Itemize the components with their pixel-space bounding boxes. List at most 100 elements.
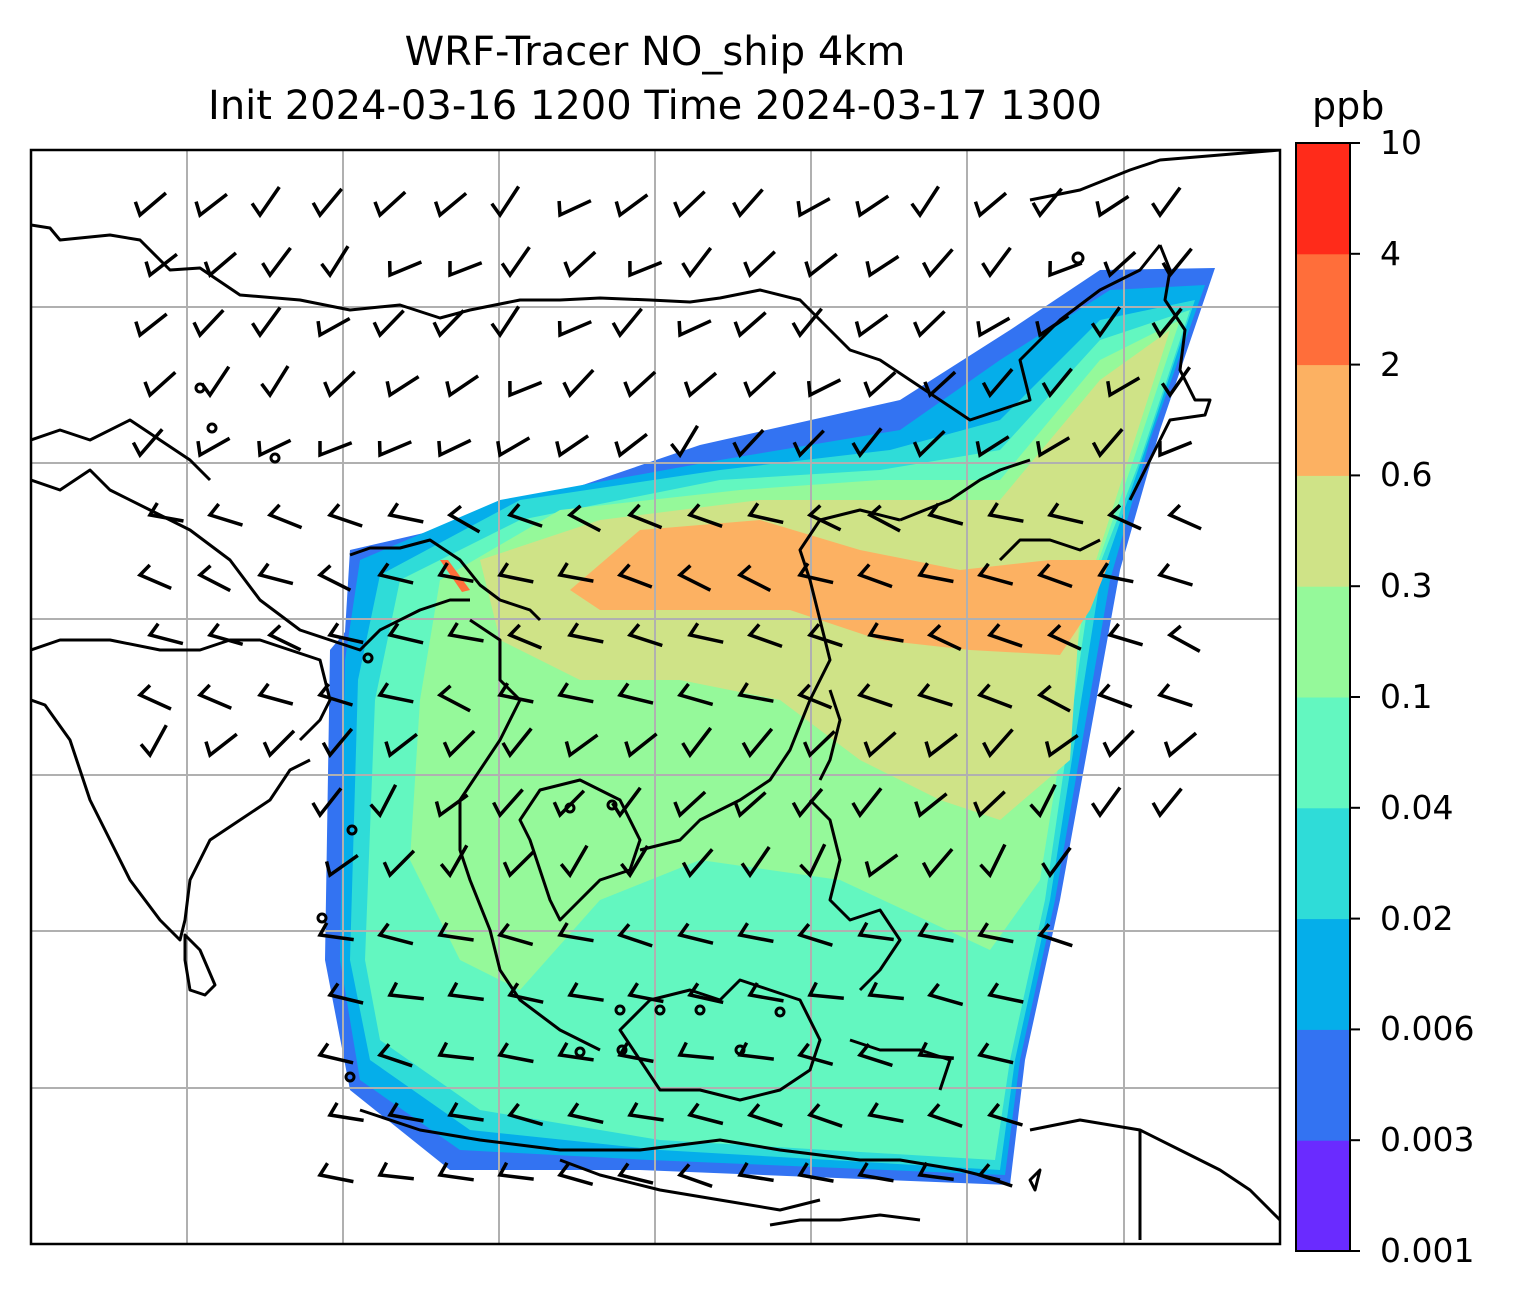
wind-barb [743, 250, 776, 279]
wind-barb [311, 787, 343, 819]
wind-barb [627, 982, 664, 1004]
wind-barb [917, 922, 954, 943]
wind-barb [567, 982, 604, 1002]
wind-barb [864, 853, 899, 878]
wind-barb [797, 1162, 834, 1183]
wind-barb [981, 246, 1012, 279]
wind-barb [207, 502, 244, 527]
wind-barb [617, 682, 654, 705]
wind-barb [507, 1102, 544, 1127]
wind-barb [977, 922, 1014, 944]
wind-barb [857, 921, 894, 942]
wind-barb [747, 623, 783, 649]
wind-barb [497, 1161, 534, 1181]
wind-barb [737, 1162, 774, 1183]
wind-barb [447, 622, 484, 643]
wind-barb [1091, 428, 1124, 459]
wind-barb [673, 790, 707, 819]
wind-barb [1166, 503, 1202, 531]
wind-barb [737, 922, 774, 944]
wind-barb [207, 622, 244, 646]
colorbar-segment [1296, 586, 1350, 698]
wind-barb [567, 1102, 604, 1125]
wind-barb [977, 562, 1014, 586]
wind-barb [807, 981, 844, 1000]
wind-barb [557, 1041, 594, 1062]
wind-barb [733, 311, 767, 339]
wind-barb [855, 194, 890, 218]
wind-barb [497, 922, 534, 947]
wind-barb [1151, 307, 1183, 339]
wind-barb [981, 368, 1014, 399]
wind-barb [611, 307, 643, 339]
wind-barb [136, 683, 172, 711]
colorbar-segment [1296, 1029, 1350, 1141]
map-title-line2: Init 2024-03-16 1200 Time 2024-03-17 130… [208, 83, 1102, 129]
wind-barb [1029, 783, 1057, 819]
wind-barb [917, 683, 953, 707]
wind-barb [1103, 250, 1137, 279]
wind-barb [1035, 314, 1070, 338]
wind-barb [681, 726, 713, 759]
wind-barb [447, 981, 484, 1002]
wind-barb [1096, 683, 1133, 709]
wind-barb [327, 1102, 364, 1123]
wind-barb [257, 438, 292, 458]
wind-barb [327, 982, 364, 1005]
wind-barb [683, 371, 718, 398]
wind-barb [1044, 733, 1079, 758]
wind-barb [377, 1043, 413, 1068]
wind-barb [677, 319, 712, 338]
wind-barb [1048, 260, 1083, 278]
colorbar-segment [1296, 918, 1350, 1030]
wind-barb [804, 252, 838, 278]
wind-barb [316, 316, 351, 338]
colorbar-segment [1296, 253, 1350, 366]
wind-barb [927, 1103, 963, 1128]
wind-barb [743, 370, 777, 399]
wind-barb [863, 370, 897, 399]
wind-barb [927, 502, 964, 526]
wind-barb [500, 246, 531, 279]
wind-barb [799, 843, 827, 879]
wind-barb [377, 682, 414, 704]
wind-barb [856, 563, 893, 589]
wind-barb [806, 378, 842, 398]
wind-barb [257, 682, 294, 706]
wind-barb [557, 1162, 594, 1186]
wind-barb [1041, 846, 1072, 879]
wind-barb [987, 1102, 1024, 1127]
wind-barb [1106, 376, 1141, 398]
wind-barb [316, 564, 352, 592]
wind-barb [677, 682, 714, 707]
wind-barb [987, 502, 1024, 523]
colorbar-segment [1296, 475, 1350, 587]
wind-barb [1157, 683, 1193, 708]
conc-band-06 [570, 520, 1110, 655]
wind-barb [796, 683, 833, 710]
wind-barb [134, 312, 168, 338]
wind-barb [564, 733, 599, 758]
wind-barb [311, 187, 344, 219]
wind-barb [977, 1163, 1013, 1188]
colorbar-tick-label: 0.02 [1380, 898, 1454, 938]
wind-barb [747, 1103, 783, 1128]
wind-barb [923, 370, 957, 399]
wind-barb [567, 622, 604, 644]
wind-barb [266, 503, 303, 530]
wind-barb [616, 563, 653, 589]
wind-barb [797, 1042, 834, 1066]
colorbar-segment [1296, 807, 1350, 920]
wind-barb [863, 731, 897, 759]
colorbar-tick-label: 0.04 [1380, 787, 1454, 827]
wind-barb [857, 683, 893, 708]
wind-barb [1157, 562, 1194, 587]
wind-barb [139, 724, 168, 759]
wind-barb [1151, 186, 1182, 219]
wind-barb [377, 1161, 414, 1181]
wind-barb [384, 732, 418, 758]
wind-barb [369, 783, 398, 819]
wind-barb [1151, 787, 1183, 819]
wind-barb [321, 727, 354, 759]
wind-barb [975, 435, 1010, 458]
